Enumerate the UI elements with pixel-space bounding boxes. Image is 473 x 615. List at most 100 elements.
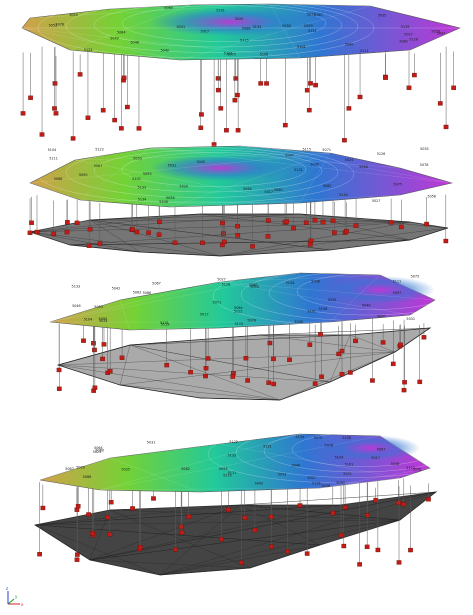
contour-label: 5122 [95,148,104,152]
sample-marker [443,238,449,244]
contour-label: 5075 [411,274,420,278]
contour-label: 5082 [323,184,332,188]
sample-marker [235,233,241,238]
sample-marker [85,115,91,120]
contour-label: 5042 [255,482,264,486]
contour-label: 5090 [79,173,88,177]
sample-marker [266,380,272,385]
sample-marker [92,347,97,353]
sample-marker [220,220,225,226]
contour-label: 5101 [216,9,225,13]
sample-marker [342,505,348,510]
contour-label: 5115 [302,147,311,151]
sample-marker [51,231,57,237]
contour-labels: 5134 5133 5131 5126 5122 5119 5115 5111 5108 5104… [65,435,421,488]
contour-label: 5067 [152,281,161,285]
contour-label: 5115 [406,466,415,470]
contour-label: 5119 [223,474,232,478]
sample-marker [157,219,162,224]
sample-marker [347,370,353,375]
sample-marker [320,220,326,225]
contour-label: 5031 [147,440,156,444]
contour-label: 5115 [240,39,249,43]
contour-label: 5104 [84,317,93,321]
sample-marker [375,547,381,553]
sample-marker [90,531,95,536]
interpolated-surface [29,144,454,208]
contour-label: 5067 [94,164,103,168]
sample-marker [226,507,231,512]
sample-marker [53,111,59,116]
contour-label: 5101 [345,462,354,466]
contour-label: 5046 [72,304,81,308]
sample-marker [339,372,345,377]
sample-marker [330,510,336,516]
contour-label: 5133 [84,48,93,52]
contour-label: 5108 [159,200,168,204]
sample-points [20,46,457,147]
sample-marker [338,532,344,538]
sample-marker [101,342,107,347]
sample-marker [426,497,431,502]
contour-label: 5075 [227,53,236,57]
sample-marker [408,547,413,553]
contour-label: 5071 [212,301,221,305]
sample-marker [107,369,113,374]
sample-marker [313,82,318,88]
contour-label: 5097 [285,153,294,157]
contour-label: 5049 [110,37,119,41]
y-axis-label: y [15,594,18,599]
sample-marker [307,242,313,247]
sample-marker [342,138,347,143]
contour-label: 5122 [234,310,243,314]
sample-marker [164,362,170,368]
sample-marker [308,81,313,86]
sample-points [37,478,431,567]
sample-marker [20,111,26,116]
sample-marker [28,95,33,100]
sample-marker [267,340,273,346]
sample-marker [396,500,401,505]
contour-label: 5017 [371,456,380,460]
sample-marker [52,81,58,86]
sample-marker [238,560,244,565]
sample-marker [421,335,427,340]
sample-marker [219,537,224,542]
contour-label: 5046 [359,165,368,169]
interpolated-surface [49,265,473,331]
sample-marker [92,385,98,390]
contour-label: 5038 [311,280,320,284]
contour-label: 5119 [161,322,170,326]
contour-label: 5035 [420,147,429,151]
contour-label: 5082 [133,290,142,294]
sample-marker [243,356,249,361]
contour-label: 5064 [94,446,103,450]
contour-label: 5042 [160,49,169,53]
contour-label: 5111 [228,471,237,475]
contour-label: 5131 [263,445,272,449]
sample-marker [121,75,127,80]
contour-labels: 5134 5133 5131 5126 5122 5119 5115 5111 5108 5104… [72,274,420,326]
sample-marker [232,98,238,103]
contour-label: 5115 [235,322,244,326]
contour-label: 5064 [117,30,126,34]
contour-label: 5093 [143,172,152,176]
sample-marker [151,496,156,501]
sample-marker [396,560,402,565]
sample-marker [303,220,309,225]
contour-label: 5108 [342,436,351,440]
sample-marker [215,87,221,93]
contour-label: 5086 [54,177,63,181]
sample-marker [402,380,407,385]
contour-label: 5053 [94,305,103,309]
contour-label: 5108 [260,53,269,57]
sample-marker [265,234,271,239]
contour-label: 5101 [132,177,141,181]
contour-label: 5111 [49,157,58,161]
contour-label: 5024 [93,450,102,454]
contour-label: 5024 [69,13,78,17]
sample-marker [245,378,251,383]
contour-label: 5027 [372,199,381,203]
contour-label: 5133 [72,284,81,288]
base-surface [56,327,432,401]
